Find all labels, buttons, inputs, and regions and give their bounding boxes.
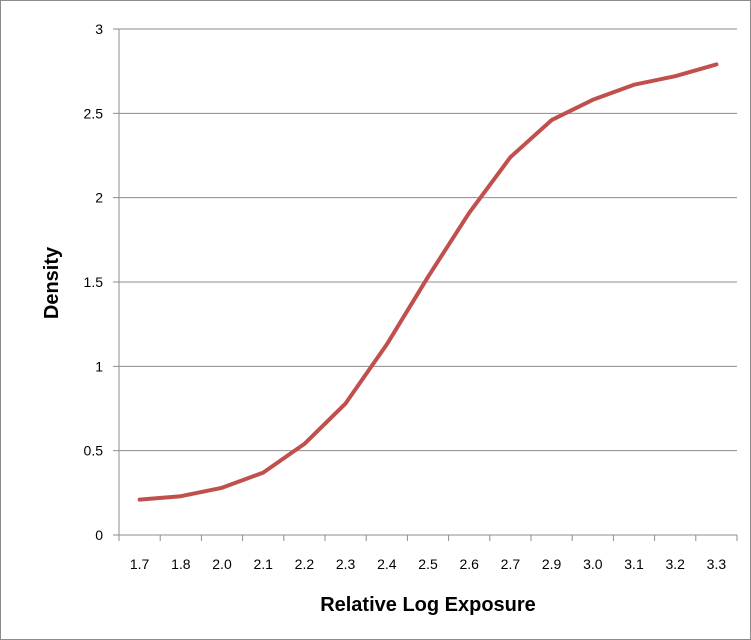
x-axis-title: Relative Log Exposure [320,594,536,616]
x-tick-label: 2.0 [212,556,232,572]
x-tick-label: 2.2 [295,556,315,572]
x-tick-labels: 1.7 1.8 2.0 2.1 2.2 2.3 2.4 2.5 2.6 2.7 2.9 3.0 3.1 3… [130,556,726,572]
x-tick-label: 2.1 [253,556,273,572]
y-tick-labels: 0 0.5 1 1.5 2 2.5 3 [84,21,104,543]
series-group [137,62,719,502]
x-tick-label: 3.1 [624,556,644,572]
x-tick-label: 2.6 [459,556,479,572]
y-tick-label: 3 [95,21,103,37]
x-tick-label: 2.5 [418,556,438,572]
x-tick-label: 2.4 [377,556,397,572]
y-tick-label: 0 [95,527,103,543]
axes [113,28,738,541]
x-tick-label: 3.2 [665,556,685,572]
gridlines [119,28,737,452]
x-tick-label: 2.7 [501,556,521,572]
x-tick-label: 3.3 [707,556,727,572]
x-tick-label: 3.0 [583,556,603,572]
y-tick-label: 2 [95,190,103,206]
x-tick-label: 1.8 [171,556,191,572]
x-tick-label: 2.3 [336,556,356,572]
y-tick-label: 2.5 [84,105,104,121]
x-tick-label: 2.9 [542,556,562,572]
y-axis-title: Density [41,246,63,319]
y-tick-label: 1 [95,358,103,374]
x-tick-label: 1.7 [130,556,150,572]
y-tick-label: 0.5 [84,443,104,459]
y-tick-label: 1.5 [84,274,104,290]
series-line [137,62,719,502]
